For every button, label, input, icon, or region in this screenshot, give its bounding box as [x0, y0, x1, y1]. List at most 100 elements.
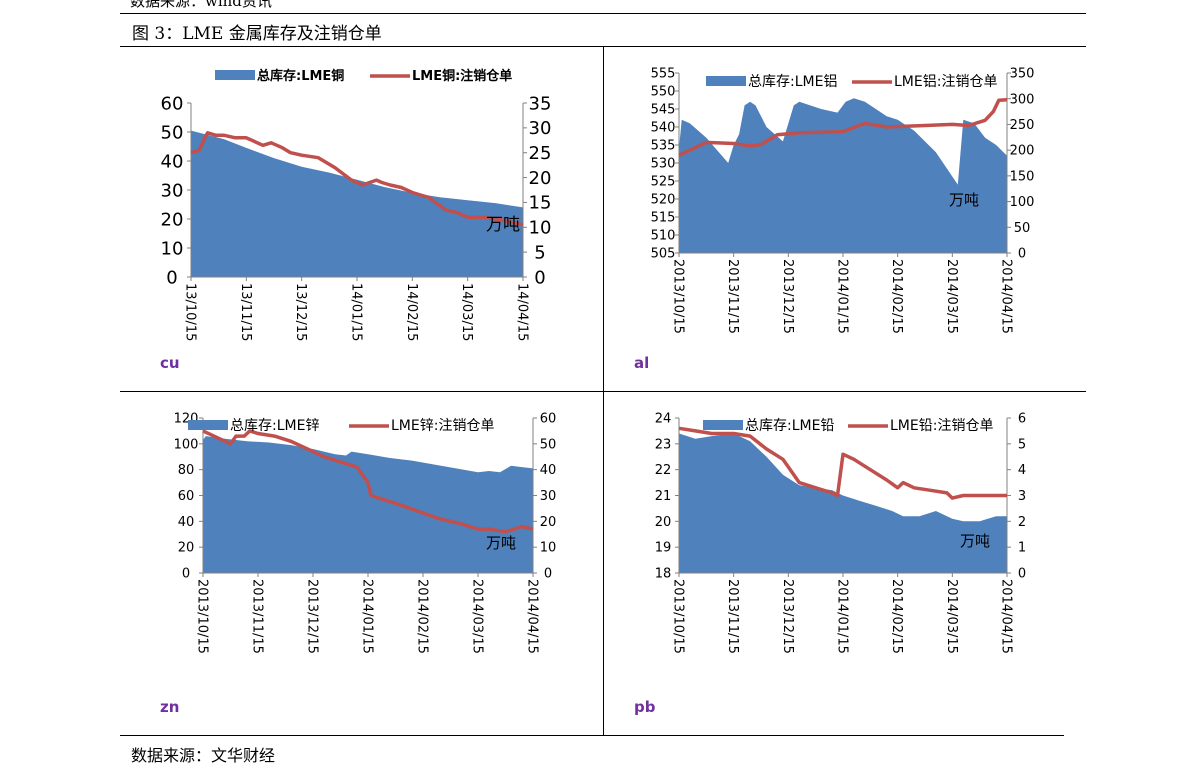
legend-swatch-area: [706, 76, 746, 86]
left-tick-label: 540: [651, 121, 676, 136]
left-tick-label: 60: [161, 93, 184, 114]
right-tick-label: 5: [534, 242, 545, 263]
chart-cu: 0 10 20 30 40 50 60 0 5 10 15 20 25 30 35 13/10/15 13/11…: [160, 68, 551, 372]
left-tick-label: 50: [161, 122, 184, 143]
x-tick-label: 2014/04/15: [524, 579, 539, 654]
x-tick-label: 2014/01/15: [834, 259, 849, 334]
right-tick-label: 1: [1018, 541, 1026, 556]
x-tick-label: 2013/12/15: [780, 579, 795, 654]
x-tick-label: 2013/11/15: [725, 259, 740, 334]
x-tick-label: 2014/01/15: [834, 579, 849, 654]
left-tick-label: 20: [655, 515, 672, 530]
x-tick-label: 14/03/15: [459, 283, 474, 341]
right-tick-label: 200: [1010, 144, 1035, 159]
x-tick-label: 14/01/15: [348, 283, 363, 341]
right-tick-label: 300: [1010, 92, 1035, 107]
left-tick-label: 545: [651, 103, 676, 118]
left-tick-label: 520: [651, 193, 676, 208]
right-tick-label: 100: [1010, 195, 1035, 210]
legend-label-line: LME铜:注销仓单: [412, 68, 512, 84]
x-tick-label: 14/02/15: [404, 283, 419, 341]
left-tick-label: 20: [178, 541, 195, 556]
left-tick-label: 30: [161, 180, 184, 201]
right-tick-label: 60: [540, 412, 557, 427]
x-tick-label: 2014/02/15: [414, 579, 429, 654]
chart-al: 505 510 515 520 525 530 535 540 545 550 555 0 50 100 1…: [634, 67, 1034, 372]
right-tick-label: 4: [1018, 463, 1026, 478]
x-tick-label: 2014/01/15: [359, 579, 374, 654]
right-tick-label: 30: [529, 118, 552, 139]
right-tick-label: 3: [1018, 489, 1026, 504]
legend-label-area: 总库存:LME铅: [745, 418, 834, 434]
unit-note: 万吨: [486, 215, 520, 235]
right-tick-label: 5: [1018, 437, 1026, 452]
right-tick-label: 20: [540, 515, 557, 530]
legend-swatch-area: [215, 70, 255, 80]
right-tick-label: 2: [1018, 515, 1026, 530]
x-tick-label: 13/11/15: [238, 283, 253, 341]
left-tick-label: 21: [655, 489, 672, 504]
legend-pb: 总库存:LME铅 LME铅:注销仓单: [703, 418, 993, 434]
left-tick-label: 40: [161, 151, 184, 172]
legend-label-area: 总库存:LME锌: [230, 418, 319, 434]
right-tick-label: 250: [1010, 118, 1035, 133]
left-tick-label: 530: [651, 157, 676, 172]
left-tick-label: 505: [651, 247, 676, 262]
left-tick-label: 515: [651, 211, 676, 226]
line-series-al: [678, 97, 1008, 157]
right-tick-label: 0: [1018, 567, 1026, 582]
right-tick-label: 50: [540, 437, 557, 452]
right-tick-label: 40: [540, 463, 557, 478]
panel-label-al: al: [634, 354, 649, 372]
left-tick-label: 555: [651, 67, 676, 82]
x-tick-label: 2014/04/15: [998, 579, 1013, 654]
area-series-pb: [679, 433, 1007, 573]
x-tick-label: 14/04/15: [514, 283, 529, 341]
left-tick-label: 0: [166, 267, 177, 288]
left-tick-label: 18: [655, 567, 672, 582]
left-tick-label: 19: [655, 541, 672, 556]
left-tick-label: 10: [161, 238, 184, 259]
left-tick-label: 40: [178, 515, 195, 530]
x-tick-label: 2013/10/15: [670, 579, 685, 654]
area-series-al: [679, 98, 1007, 253]
title-rule: [120, 46, 1086, 47]
legend-label-line: LME锌:注销仓单: [391, 418, 494, 434]
right-tick-label: 0: [544, 567, 552, 582]
legend-label-area: 总库存:LME铜: [257, 68, 344, 84]
bottom-rule: [120, 735, 1064, 736]
right-tick-label: 10: [540, 541, 557, 556]
figure-title: 图 3：LME 金属库存及注销仓单: [132, 24, 382, 44]
x-tick-label: 2013/11/15: [249, 579, 264, 654]
panel-label-zn: zn: [160, 698, 179, 716]
left-tick-label: 525: [651, 175, 676, 190]
legend-swatch-area: [188, 420, 228, 430]
panel-label-cu: cu: [160, 354, 180, 372]
line-series-cu: [190, 131, 524, 227]
right-tick-label: 35: [529, 93, 552, 114]
x-tick-label: 2013/11/15: [725, 579, 740, 654]
left-tick-label: 550: [651, 85, 676, 100]
x-tick-label: 2013/10/15: [194, 579, 209, 654]
right-tick-label: 6: [1018, 412, 1026, 427]
right-tick-label: 0: [534, 267, 545, 288]
bottom-source-note: 数据来源：文华财经: [131, 746, 276, 765]
x-tick-label: 2013/12/15: [304, 579, 319, 654]
right-tick-label: 20: [529, 168, 552, 189]
left-tick-label: 60: [178, 489, 195, 504]
right-tick-label: 15: [529, 193, 552, 214]
right-tick-label: 350: [1010, 67, 1035, 82]
left-tick-label: 510: [651, 229, 676, 244]
legend-zn: 总库存:LME锌 LME锌:注销仓单: [188, 418, 494, 434]
unit-note: 万吨: [486, 534, 516, 552]
legend-cu: 总库存:LME铜 LME铜:注销仓单: [215, 68, 512, 84]
x-tick-label: 2014/04/15: [998, 259, 1013, 334]
right-tick-label: 10: [529, 218, 552, 239]
x-tick-label: 2013/10/15: [670, 259, 685, 334]
x-tick-label: 2014/02/15: [889, 259, 904, 334]
legend-label-line: LME铝:注销仓单: [894, 74, 997, 90]
legend-label-area: 总库存:LME铝: [748, 74, 837, 90]
